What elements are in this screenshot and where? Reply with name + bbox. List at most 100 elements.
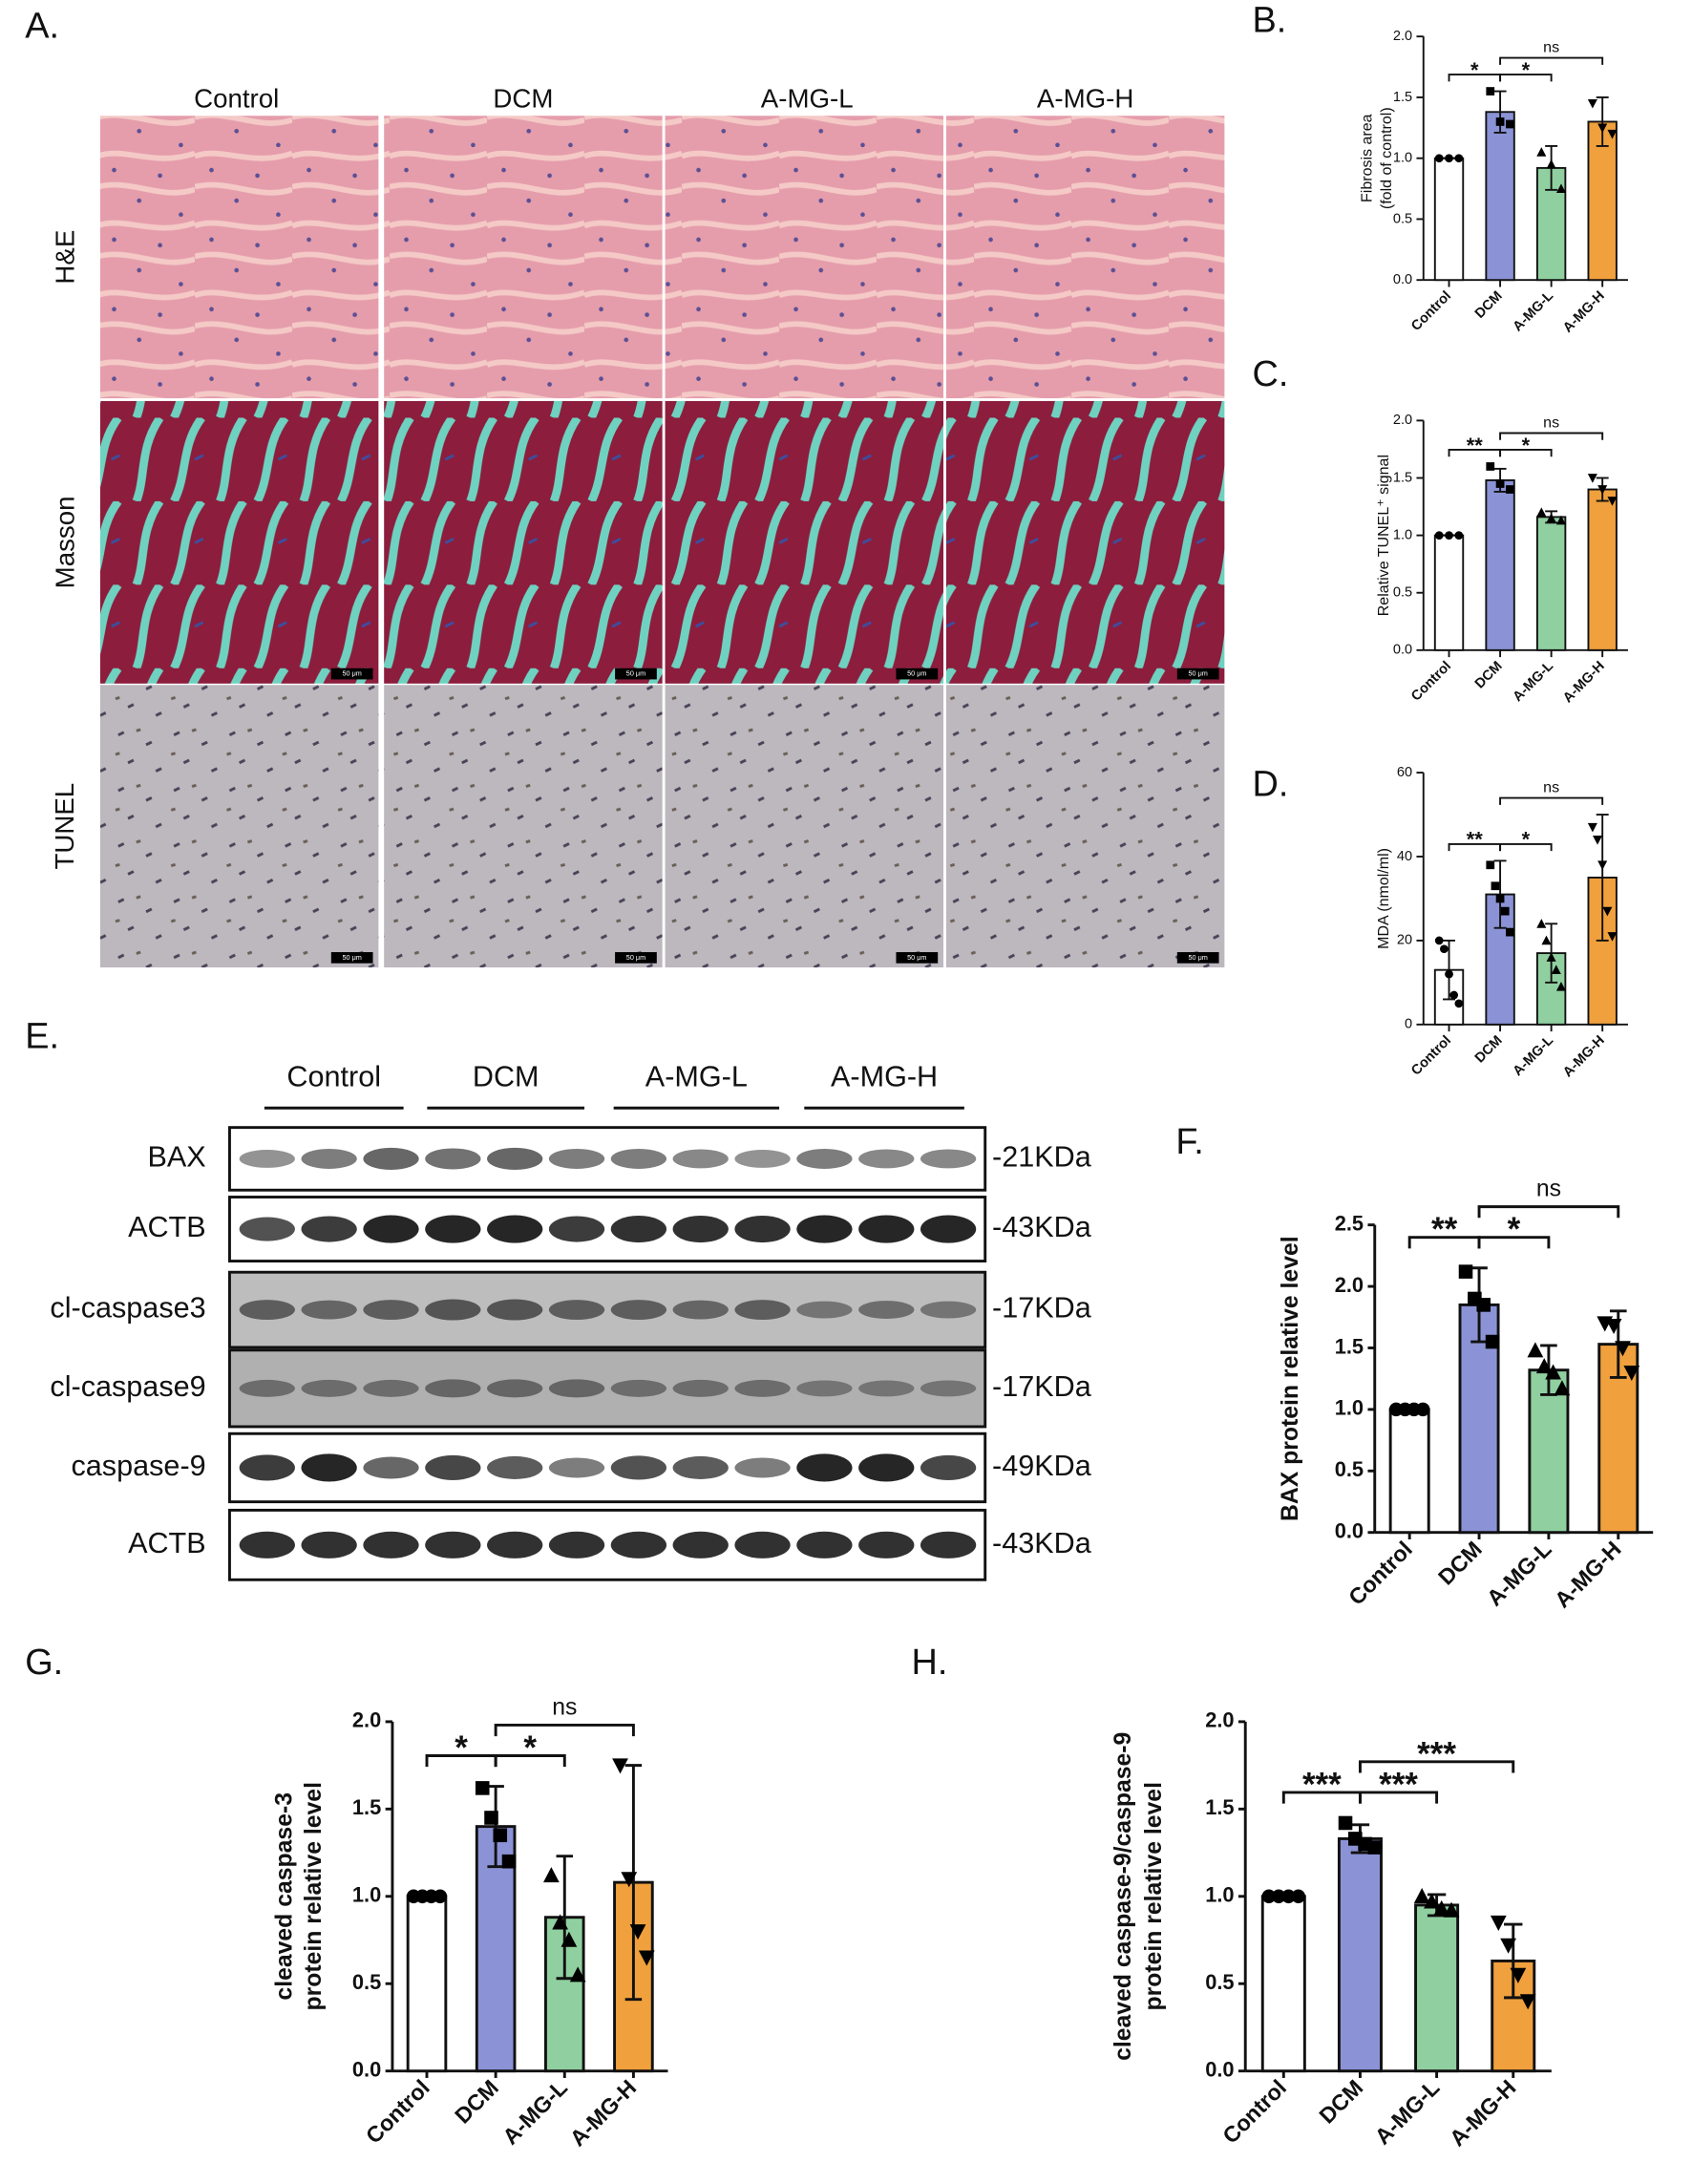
x-tick-label: A-MG-H: [1550, 1537, 1626, 1613]
data-point: [1445, 154, 1453, 163]
data-point: [552, 1914, 569, 1930]
panel-label: D.: [1253, 765, 1289, 805]
micrograph: [99, 400, 379, 684]
x-tick-label: Control: [1408, 1033, 1454, 1079]
blot-band: [920, 1215, 977, 1243]
blot-band: [301, 1531, 357, 1558]
blot-band: [734, 1531, 791, 1558]
panel-label: G.: [25, 1643, 63, 1683]
data-point: [1546, 513, 1556, 522]
significance-label: **: [1467, 434, 1484, 457]
blot-band: [548, 1300, 605, 1321]
scale-bar: 50 μm: [1189, 669, 1208, 678]
data-point: [1491, 881, 1500, 891]
significance-label: ns: [552, 1695, 577, 1721]
data-point: [1443, 1901, 1460, 1918]
significance-bracket: [1499, 842, 1553, 852]
blot-size: -43KDa: [992, 1527, 1092, 1559]
data-point: [1367, 1840, 1383, 1855]
significance-label: *: [455, 1729, 468, 1767]
blot-band: [734, 1215, 791, 1243]
row-label: TUNEL: [50, 783, 79, 870]
data-point: [1424, 1893, 1440, 1909]
blot-band: [858, 1301, 915, 1320]
bar: [1414, 1903, 1460, 2073]
data-point: [1536, 147, 1547, 157]
panel-label: B.: [1253, 1, 1287, 41]
x-tick-label: A-MG-H: [1560, 288, 1608, 336]
blot-band: [734, 1300, 791, 1321]
blot-band: [920, 1531, 977, 1558]
blot-strip: [227, 1270, 987, 1349]
blot-band: [425, 1379, 481, 1398]
column-header: Control: [194, 84, 279, 114]
blot-size: -17KDa: [992, 1370, 1092, 1403]
blot-band: [858, 1531, 915, 1558]
blot-label: BAX: [147, 1141, 205, 1174]
data-point: [1597, 485, 1608, 495]
x-tick-label: A-MG-H: [1560, 659, 1608, 707]
blot-band: [858, 1453, 915, 1482]
blot-band: [858, 1215, 915, 1243]
y-tick-label: 0.0: [1393, 643, 1412, 658]
y-tick-label: 0.0: [352, 2057, 381, 2081]
y-tick-label: 0.0: [1335, 1518, 1364, 1542]
blot-label: cl-caspase3: [50, 1292, 205, 1325]
blot-band: [610, 1379, 667, 1397]
y-tick-label: 0.5: [352, 1970, 381, 1994]
data-point: [1500, 1938, 1516, 1954]
blot-band: [796, 1531, 853, 1558]
data-point: [1510, 1967, 1527, 1983]
blot-size: -49KDa: [992, 1450, 1092, 1482]
y-tick-label: 20: [1397, 933, 1412, 948]
blot-band: [796, 1453, 853, 1482]
data-point: [1490, 1915, 1507, 1931]
row-label: Masson: [50, 496, 79, 588]
blot-band: [425, 1454, 481, 1480]
data-point: [1415, 1402, 1430, 1417]
data-point: [1445, 969, 1453, 979]
y-tick-label: 60: [1397, 765, 1412, 780]
data-point: [1607, 932, 1618, 942]
y-tick-label: 0: [1405, 1017, 1412, 1032]
data-point: [501, 1854, 517, 1869]
data-point: [1541, 935, 1552, 945]
data-point: [1593, 836, 1603, 845]
group-label: A-MG-H: [831, 1061, 938, 1093]
data-point: [1486, 462, 1495, 471]
significance-label: ***: [1417, 1735, 1456, 1772]
micrograph: [384, 400, 663, 684]
column-header: DCM: [493, 84, 553, 114]
y-tick-label: 1.5: [1393, 470, 1412, 485]
y-tick-label: 1.0: [1393, 527, 1412, 542]
micrograph: [384, 685, 663, 968]
data-point: [1519, 1994, 1536, 2010]
significance-label: ns: [1536, 1177, 1561, 1202]
blot-size: -21KDa: [992, 1141, 1092, 1174]
blot-band: [610, 1148, 667, 1169]
x-tick-label: A-MG-L: [1511, 1033, 1557, 1080]
blot-band: [920, 1301, 977, 1319]
x-tick-label: A-MG-H: [565, 2075, 642, 2152]
x-tick-label: Control: [361, 2075, 434, 2149]
micrograph: [945, 400, 1225, 684]
y-axis-label: cleaved caspase-3: [271, 1792, 297, 2001]
scale-bar-bg: [896, 952, 939, 964]
scale-bar: 50 μm: [626, 669, 645, 678]
data-point: [1597, 123, 1608, 134]
data-point: [1454, 999, 1464, 1008]
y-tick-label: 0.5: [1205, 1970, 1234, 1994]
y-tick-label: 2.0: [352, 1708, 381, 1732]
micrograph: [99, 116, 379, 399]
data-point: [1271, 1889, 1286, 1904]
data-point: [1597, 860, 1608, 871]
scale-bar: 50 μm: [626, 953, 645, 962]
x-tick-label: A-MG-L: [1482, 1537, 1556, 1611]
data-point: [1495, 479, 1505, 488]
significance-label: **: [1431, 1211, 1458, 1248]
scale-bar-bg: [1176, 668, 1219, 680]
data-point: [1261, 1889, 1277, 1904]
blot-size: -43KDa: [992, 1211, 1092, 1243]
blot-band: [672, 1455, 729, 1479]
bar: [1433, 534, 1465, 651]
